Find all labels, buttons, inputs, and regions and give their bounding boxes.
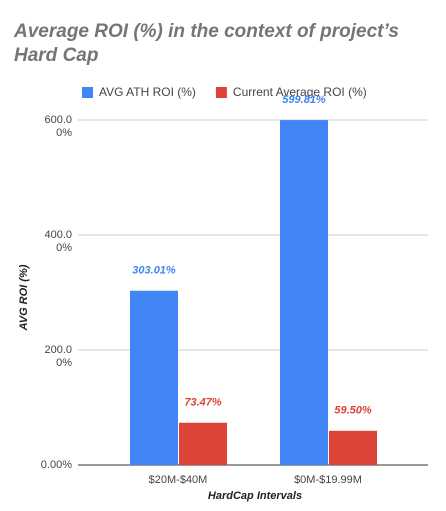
- x-tick-label: $20M-$40M: [149, 474, 208, 486]
- legend-label: Current Average ROI (%): [233, 85, 367, 99]
- y-tick-label: 0.00%: [40, 459, 72, 471]
- legend-swatch: [215, 87, 227, 98]
- legend-label: AVG ATH ROI (%): [99, 85, 196, 99]
- data-label: 599.81%: [282, 94, 326, 106]
- y-axis-label: AVG ROI (%): [18, 264, 30, 331]
- data-label: 59.50%: [334, 405, 372, 417]
- y-tick-label: 600.00%: [44, 114, 72, 139]
- chart-title: Average ROI (%) in the context of projec…: [14, 21, 400, 66]
- legend-swatch: [82, 87, 93, 98]
- y-tick-label: 400.00%: [44, 229, 72, 254]
- bar: [179, 422, 227, 465]
- data-label: 73.47%: [184, 397, 222, 409]
- bar: [130, 290, 178, 465]
- bar: [329, 430, 377, 465]
- data-label: 303.01%: [132, 265, 176, 277]
- y-tick-label: 200.00%: [44, 344, 72, 369]
- x-tick-label: $0M-$19.99M: [294, 474, 362, 486]
- x-axis-label: HardCap Intervals: [208, 490, 302, 502]
- bar: [280, 120, 328, 465]
